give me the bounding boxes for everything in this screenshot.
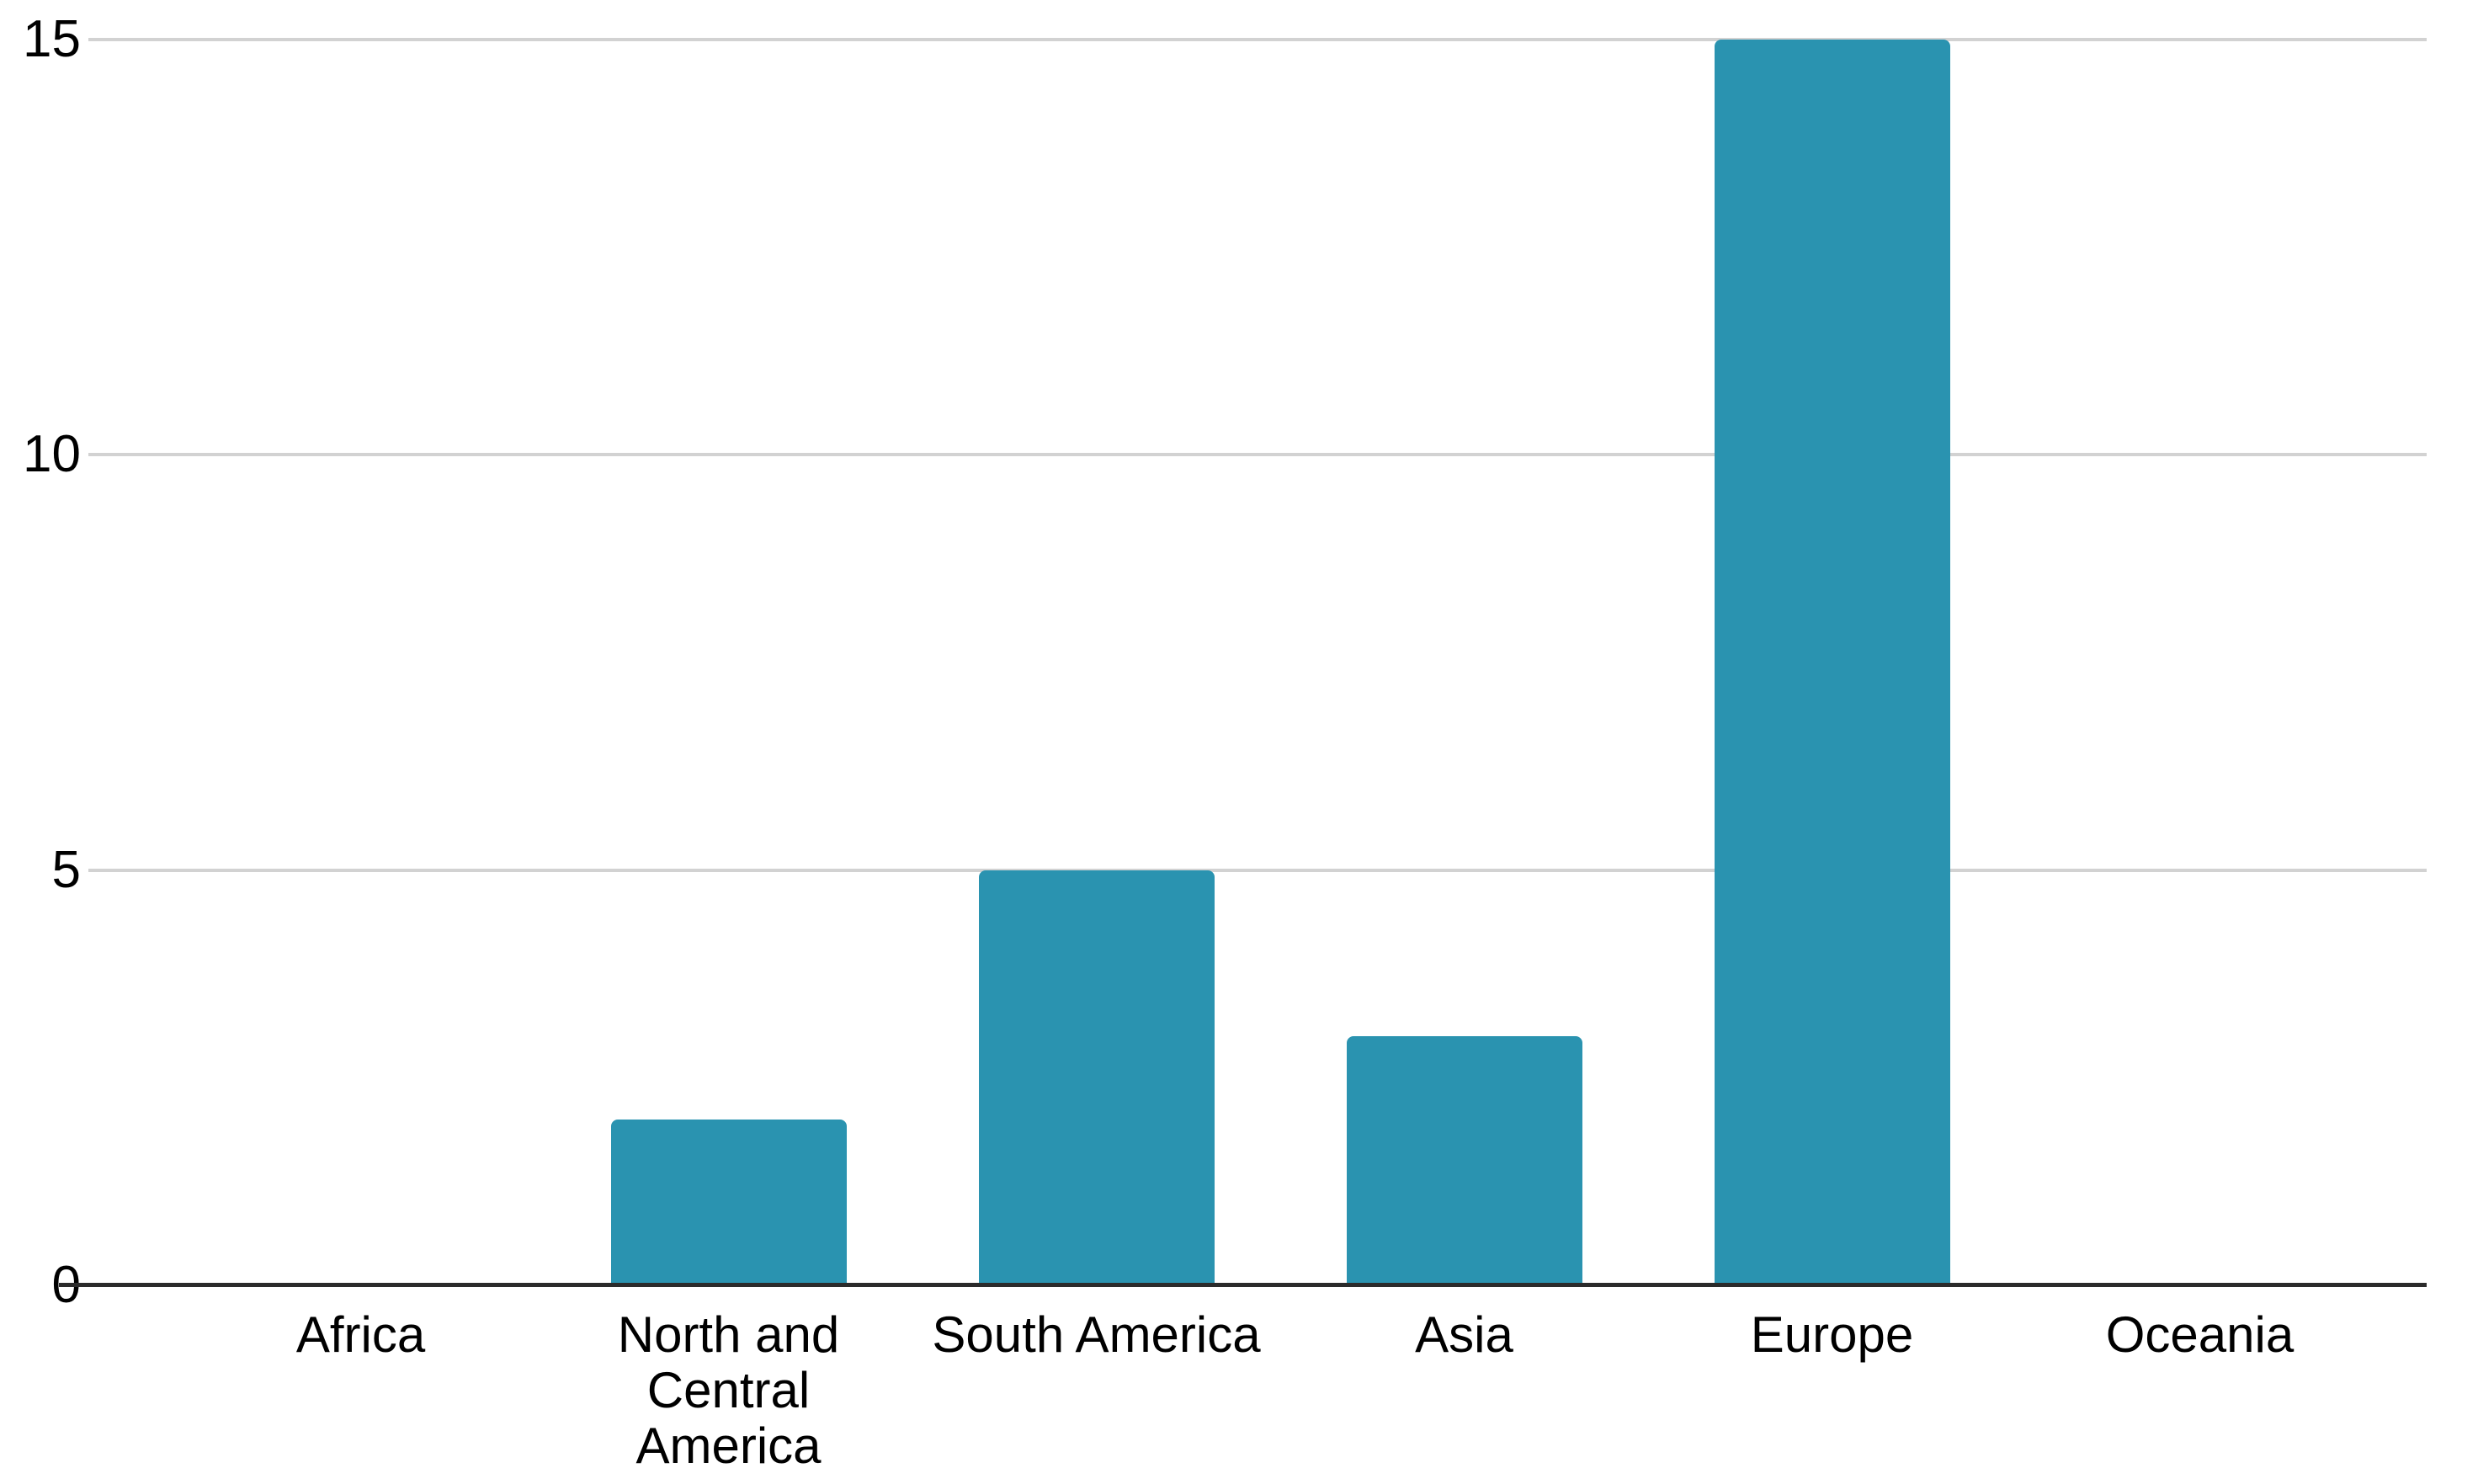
x-label-slot: Oceania [2016, 1307, 2384, 1363]
gridline-y-15 [88, 38, 2427, 41]
gridline-y-10 [88, 453, 2427, 457]
x-label-slot: North and Central America [545, 1307, 912, 1474]
x-category-label: Asia [1415, 1306, 1513, 1363]
bar-slot-africa [177, 40, 545, 1285]
y-tick-label: 15 [23, 10, 81, 68]
bar-asia[interactable] [1346, 1036, 1582, 1285]
y-axis-tick-labels: 0 5 10 15 [0, 0, 81, 1484]
x-label-slot: South America [912, 1307, 1280, 1363]
x-category-label: South America [932, 1306, 1261, 1363]
x-label-slot: Africa [177, 1307, 545, 1363]
x-category-label: Oceania [2105, 1306, 2295, 1363]
x-axis-category-labels: Africa North and Central America South Ame… [177, 1307, 2384, 1474]
bar-slot-europe [1648, 40, 2016, 1285]
bar-slot-south-america [912, 40, 1280, 1285]
x-category-label: Africa [295, 1306, 426, 1363]
bar-slot-north-and-central-america [545, 40, 912, 1285]
bar-series [177, 40, 2384, 1285]
y-tick-label: 10 [23, 425, 81, 484]
gridline-y-5 [88, 868, 2427, 872]
bar-slot-oceania [2016, 40, 2384, 1285]
plot-area [88, 38, 2427, 1285]
x-label-slot: Europe [1648, 1307, 2016, 1363]
bar-europe[interactable] [1714, 40, 1950, 1285]
x-category-label: Europe [1750, 1306, 1914, 1363]
bar-north-and-central-america[interactable] [610, 1119, 847, 1285]
bar-south-america[interactable] [978, 870, 1215, 1285]
bar-slot-asia [1280, 40, 1648, 1285]
x-axis-line [59, 1283, 2427, 1287]
x-label-slot: Asia [1280, 1307, 1648, 1363]
x-category-label: North and Central America [617, 1306, 840, 1474]
y-tick-label: 5 [51, 840, 81, 899]
